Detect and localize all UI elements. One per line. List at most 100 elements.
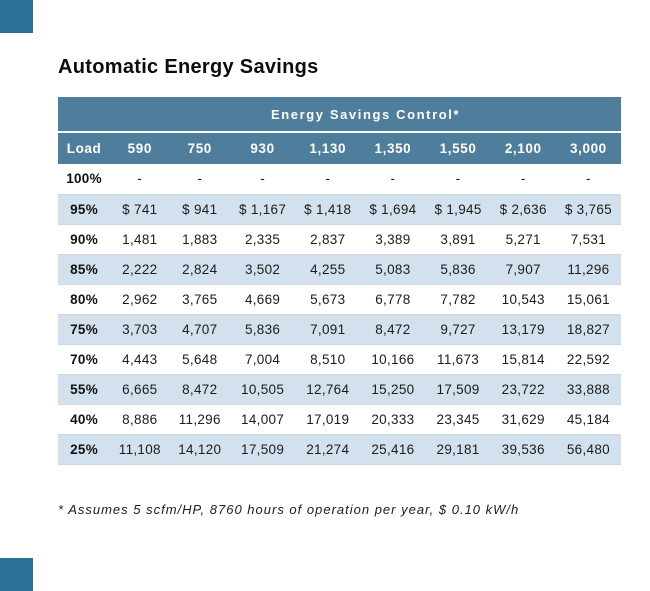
load-cell: 40% [58, 404, 111, 435]
value-cell: 10,543 [490, 284, 556, 315]
load-cell: 25% [58, 434, 111, 465]
value-cell: 15,814 [490, 344, 556, 375]
value-cell: 22,592 [555, 344, 621, 375]
value-cell: 33,888 [555, 374, 621, 405]
value-cell: 8,886 [110, 404, 170, 435]
table-row: 40% 8,886 11,296 14,007 17,019 20,333 23,345 31… [58, 404, 621, 435]
load-cell: 80% [58, 284, 111, 315]
value-cell: 5,648 [169, 344, 231, 375]
value-cell: - [230, 164, 296, 195]
value-cell: 17,509 [425, 374, 491, 405]
value-cell: 1,883 [169, 224, 231, 255]
value-cell: $ 3,765 [555, 194, 621, 225]
table-row: 100% - - - - - - - - [58, 164, 621, 195]
value-cell: 21,274 [295, 434, 361, 465]
table-row: 25% 11,108 14,120 17,509 21,274 25,416 29,181 3… [58, 434, 621, 465]
value-cell: 8,472 [360, 314, 426, 345]
value-cell: $ 1,694 [360, 194, 426, 225]
column-header: 1,130 [295, 132, 361, 164]
value-cell: 45,184 [555, 404, 621, 435]
value-cell: 11,296 [169, 404, 231, 435]
group-header-spacer [58, 97, 111, 133]
value-cell: 4,707 [169, 314, 231, 345]
table-row: 90% 1,481 1,883 2,335 2,837 3,389 3,891 5,271 7,… [58, 224, 621, 255]
group-header-label: Energy Savings Control* [110, 97, 621, 133]
value-cell: 3,703 [110, 314, 170, 345]
value-cell: 17,019 [295, 404, 361, 435]
value-cell: 6,778 [360, 284, 426, 315]
corner-decoration-bottom [0, 558, 33, 591]
column-header: 1,350 [360, 132, 426, 164]
corner-decoration-top [0, 0, 33, 33]
load-cell: 70% [58, 344, 111, 375]
value-cell: 7,531 [555, 224, 621, 255]
value-cell: - [110, 164, 170, 195]
footnote: * Assumes 5 scfm/HP, 8760 hours of opera… [58, 502, 520, 517]
value-cell: 4,669 [230, 284, 296, 315]
column-header: 2,100 [490, 132, 556, 164]
value-cell: 5,271 [490, 224, 556, 255]
column-header: 1,550 [425, 132, 491, 164]
table-header: Energy Savings Control* Load 590 750 930 1,1… [58, 97, 621, 164]
value-cell: 23,345 [425, 404, 491, 435]
value-cell: 10,166 [360, 344, 426, 375]
value-cell: 5,836 [230, 314, 296, 345]
value-cell: $ 1,418 [295, 194, 361, 225]
value-cell: 3,891 [425, 224, 491, 255]
value-cell: 7,782 [425, 284, 491, 315]
value-cell: 11,296 [555, 254, 621, 285]
group-header-row: Energy Savings Control* [58, 97, 621, 133]
value-cell: 6,665 [110, 374, 170, 405]
column-header: 590 [110, 132, 170, 164]
value-cell: 5,836 [425, 254, 491, 285]
value-cell: 12,764 [295, 374, 361, 405]
value-cell: 8,472 [169, 374, 231, 405]
value-cell: 9,727 [425, 314, 491, 345]
value-cell: 10,505 [230, 374, 296, 405]
value-cell: 39,536 [490, 434, 556, 465]
load-cell: 85% [58, 254, 111, 285]
value-cell: 29,181 [425, 434, 491, 465]
load-cell: 75% [58, 314, 111, 345]
value-cell: 11,108 [110, 434, 170, 465]
column-header: 750 [169, 132, 231, 164]
load-cell: 55% [58, 374, 111, 405]
value-cell: 23,722 [490, 374, 556, 405]
value-cell: 13,179 [490, 314, 556, 345]
column-header-load: Load [58, 132, 111, 164]
value-cell: 4,443 [110, 344, 170, 375]
table-row: 95% $ 741 $ 941 $ 1,167 $ 1,418 $ 1,694 $ 1,94… [58, 194, 621, 225]
value-cell: 56,480 [555, 434, 621, 465]
value-cell: $ 1,167 [230, 194, 296, 225]
value-cell: - [295, 164, 361, 195]
value-cell: 20,333 [360, 404, 426, 435]
value-cell: $ 741 [110, 194, 170, 225]
value-cell: 3,502 [230, 254, 296, 285]
value-cell: 3,765 [169, 284, 231, 315]
value-cell: - [169, 164, 231, 195]
value-cell: 18,827 [555, 314, 621, 345]
value-cell: 25,416 [360, 434, 426, 465]
value-cell: 5,083 [360, 254, 426, 285]
value-cell: 7,091 [295, 314, 361, 345]
value-cell: 7,004 [230, 344, 296, 375]
value-cell: 31,629 [490, 404, 556, 435]
table-body: 100% - - - - - - - -95% $ 741 $ 941 $ 1,167 $ 1,418 $… [58, 164, 621, 465]
value-cell: - [360, 164, 426, 195]
table-row: 70% 4,443 5,648 7,004 8,510 10,166 11,673 15,81… [58, 344, 621, 375]
load-cell: 95% [58, 194, 111, 225]
value-cell: 2,837 [295, 224, 361, 255]
value-cell: 2,962 [110, 284, 170, 315]
load-cell: 90% [58, 224, 111, 255]
value-cell: 15,061 [555, 284, 621, 315]
energy-savings-table: Energy Savings Control* Load 590 750 930 1,1… [58, 97, 621, 465]
value-cell: - [555, 164, 621, 195]
value-cell: 2,824 [169, 254, 231, 285]
value-cell: - [425, 164, 491, 195]
value-cell: $ 1,945 [425, 194, 491, 225]
value-cell: 2,222 [110, 254, 170, 285]
table-row: 85% 2,222 2,824 3,502 4,255 5,083 5,836 7,907 11… [58, 254, 621, 285]
value-cell: 7,907 [490, 254, 556, 285]
value-cell: 3,389 [360, 224, 426, 255]
value-cell: 15,250 [360, 374, 426, 405]
